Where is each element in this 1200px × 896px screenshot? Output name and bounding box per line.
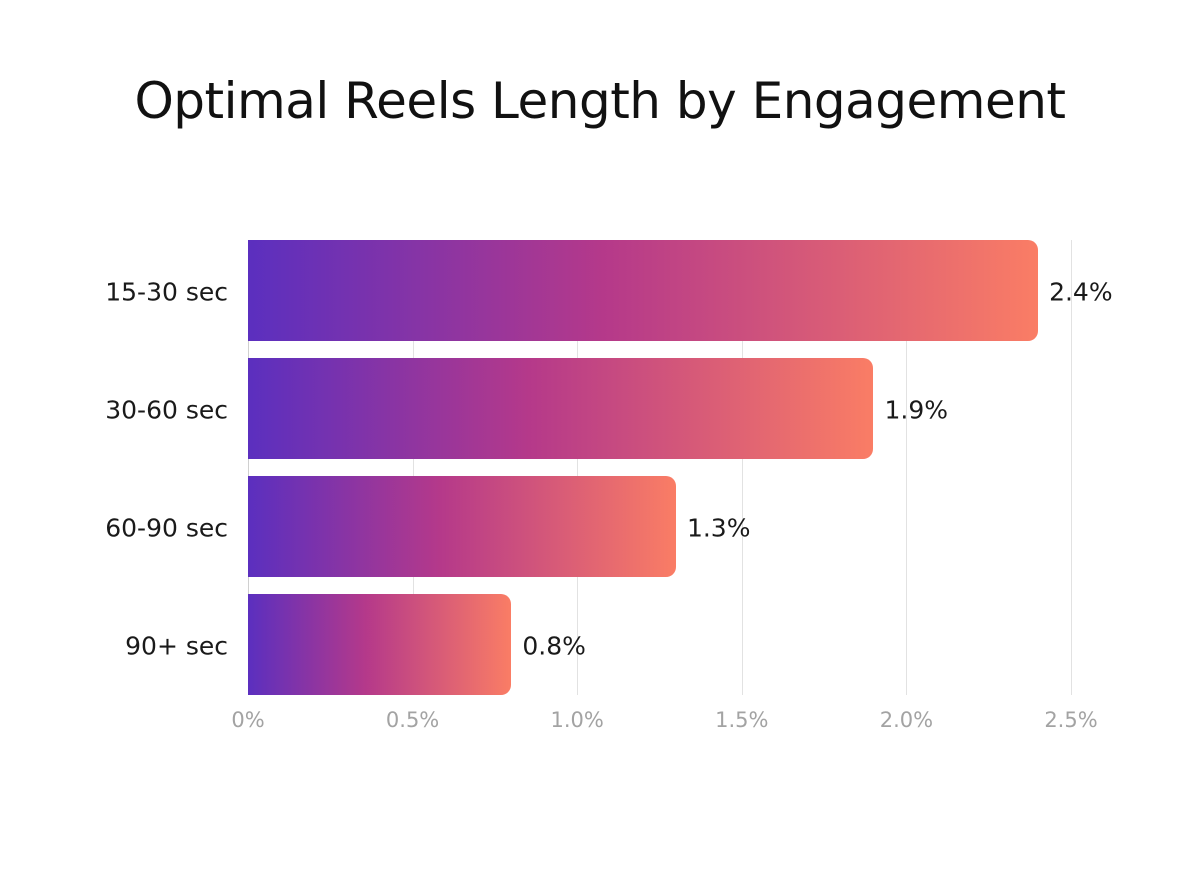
- category-label: 15-30 sec: [105, 277, 228, 307]
- category-label: 90+ sec: [125, 631, 228, 661]
- bar[interactable]: [248, 594, 512, 695]
- x-tick-label: 1.0%: [550, 708, 604, 732]
- bar[interactable]: [248, 240, 1039, 341]
- value-label: 0.8%: [522, 631, 586, 661]
- x-tick-label: 2.0%: [879, 708, 934, 732]
- gridline: [906, 240, 908, 695]
- gridline: [1071, 240, 1072, 695]
- value-label: 1.9%: [884, 395, 948, 425]
- x-tick-label: 0%: [231, 708, 265, 732]
- x-tick-label: 0.5%: [385, 708, 440, 732]
- gridline: [412, 240, 414, 695]
- plot-area: 2.4% 1.9% 1.3% 0.8%: [248, 240, 1113, 695]
- bar[interactable]: [248, 358, 874, 459]
- category-label: 30-60 sec: [105, 395, 228, 425]
- bar[interactable]: [248, 476, 676, 577]
- chart-title: Optimal Reels Length by Engagement: [134, 72, 1066, 130]
- x-tick-label: 1.5%: [715, 708, 769, 732]
- value-label: 1.3%: [686, 513, 751, 543]
- y-axis-line: [248, 240, 249, 695]
- value-label: 2.4%: [1049, 277, 1113, 307]
- category-label: 60-90 sec: [105, 513, 228, 543]
- gridline: [577, 240, 579, 695]
- x-tick-label: 2.5%: [1044, 708, 1098, 732]
- gridline: [741, 240, 743, 695]
